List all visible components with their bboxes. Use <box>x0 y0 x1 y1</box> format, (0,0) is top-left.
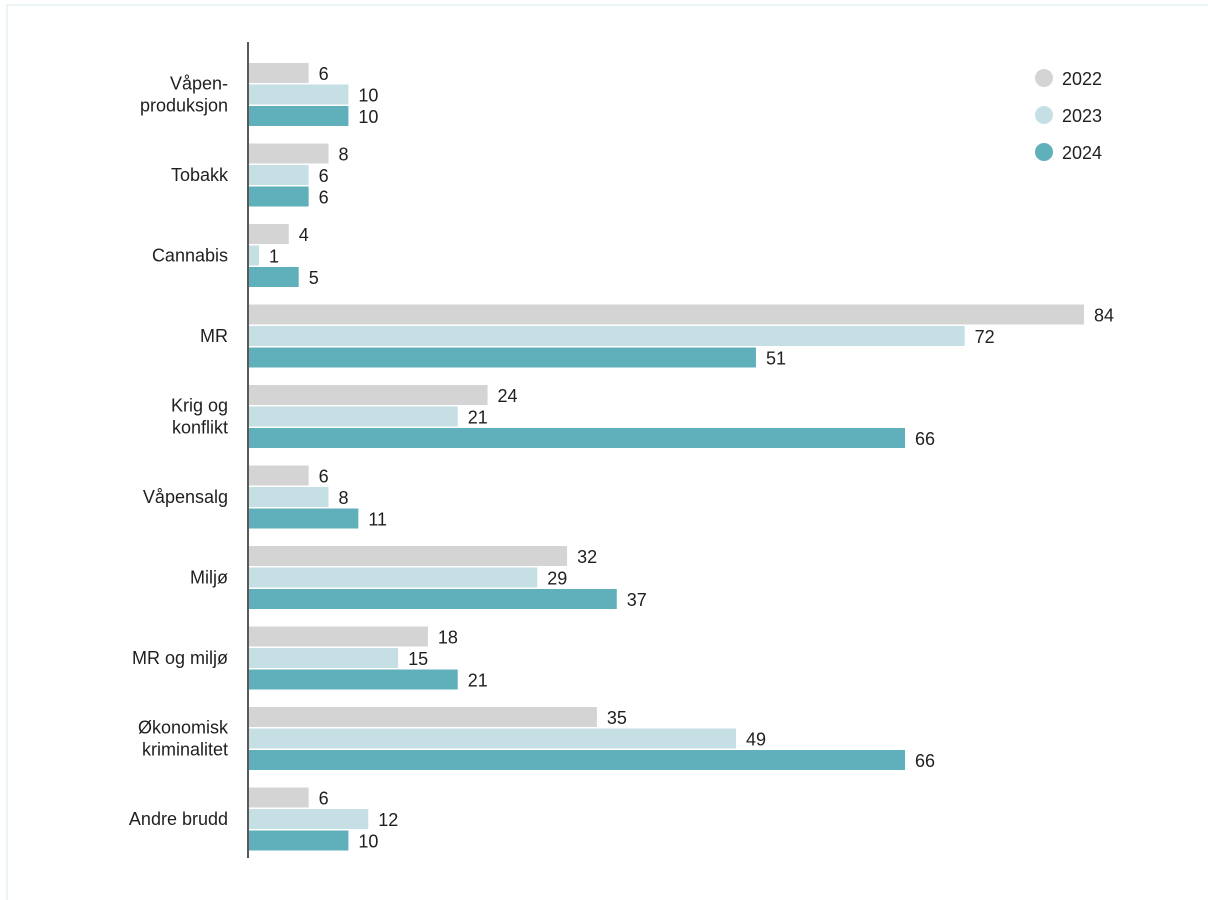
data-label: 10 <box>358 107 378 127</box>
data-label: 66 <box>915 751 935 771</box>
bar-2023 <box>249 84 349 105</box>
category-label: Tobakk <box>171 165 229 185</box>
category-label: Økonomisk kriminalitet <box>138 718 229 760</box>
bar-2023 <box>249 165 309 185</box>
data-label: 10 <box>358 832 378 852</box>
bar-2024 <box>249 347 756 368</box>
bar-2022 <box>249 707 597 727</box>
data-label: 37 <box>627 590 647 610</box>
bar-2024 <box>249 186 309 207</box>
bar-2024 <box>249 267 299 287</box>
data-label: 1 <box>269 247 279 267</box>
data-label: 8 <box>339 488 349 508</box>
data-label: 11 <box>368 510 387 530</box>
bar-2022 <box>249 143 329 164</box>
bar-2023 <box>249 326 965 346</box>
data-label: 12 <box>378 810 398 830</box>
data-label: 24 <box>498 386 518 406</box>
data-label: 84 <box>1094 306 1114 326</box>
category-label: Våpen-produksjon <box>140 74 228 116</box>
data-label: 32 <box>577 547 597 567</box>
data-label: 6 <box>319 166 329 186</box>
bar-2023 <box>249 567 538 588</box>
data-label: 4 <box>299 225 309 245</box>
category-label: Krig og konflikt <box>171 396 228 438</box>
bar-2022 <box>249 546 568 566</box>
bar-2024 <box>249 669 458 690</box>
category-label: MR <box>200 326 228 346</box>
legend-label: 2022 <box>1062 69 1102 89</box>
bar-2024 <box>249 106 349 126</box>
data-label: 15 <box>408 649 428 669</box>
data-label: 35 <box>607 708 627 728</box>
category-label: MR og miljø <box>132 648 228 668</box>
bar-2022 <box>249 224 289 244</box>
chart-frame <box>6 4 1208 900</box>
data-label: 49 <box>746 730 766 750</box>
bar-2024 <box>249 589 617 609</box>
data-label: 21 <box>468 408 488 428</box>
legend-marker-2024 <box>1035 143 1053 161</box>
bar-2022 <box>249 465 309 486</box>
legend-label: 2024 <box>1062 143 1102 163</box>
bar-2024 <box>249 750 906 770</box>
bar-2022 <box>249 626 428 647</box>
data-label: 6 <box>319 789 329 809</box>
data-label: 18 <box>438 628 458 648</box>
category-label: Miljø <box>190 568 228 588</box>
bar-2023 <box>249 245 259 266</box>
data-label: 51 <box>766 349 786 369</box>
bar-2024 <box>249 428 906 448</box>
data-label: 6 <box>319 467 329 487</box>
bar-2024 <box>249 830 349 851</box>
data-label: 29 <box>547 569 567 589</box>
legend-label: 2023 <box>1062 106 1102 126</box>
data-label: 6 <box>319 188 329 208</box>
legend-marker-2022 <box>1035 69 1053 87</box>
data-label: 6 <box>319 64 329 84</box>
bar-2022 <box>249 304 1084 325</box>
bar-2024 <box>249 508 359 529</box>
bar-2023 <box>249 809 369 829</box>
data-label: 8 <box>339 145 349 165</box>
bar-2022 <box>249 787 309 808</box>
category-label: Cannabis <box>152 246 228 266</box>
bar-2023 <box>249 487 329 507</box>
bar-2023 <box>249 406 458 427</box>
bar-2022 <box>249 385 488 405</box>
data-label: 72 <box>975 327 995 347</box>
bar-2022 <box>249 63 309 83</box>
bar-2023 <box>249 648 399 668</box>
category-label: Våpensalg <box>143 487 228 507</box>
data-label: 21 <box>468 671 488 691</box>
data-label: 5 <box>309 268 319 288</box>
bar-2023 <box>249 728 737 749</box>
data-label: 10 <box>358 86 378 106</box>
category-label: Andre brudd <box>129 809 228 829</box>
data-label: 66 <box>915 429 935 449</box>
legend-marker-2023 <box>1035 106 1053 124</box>
